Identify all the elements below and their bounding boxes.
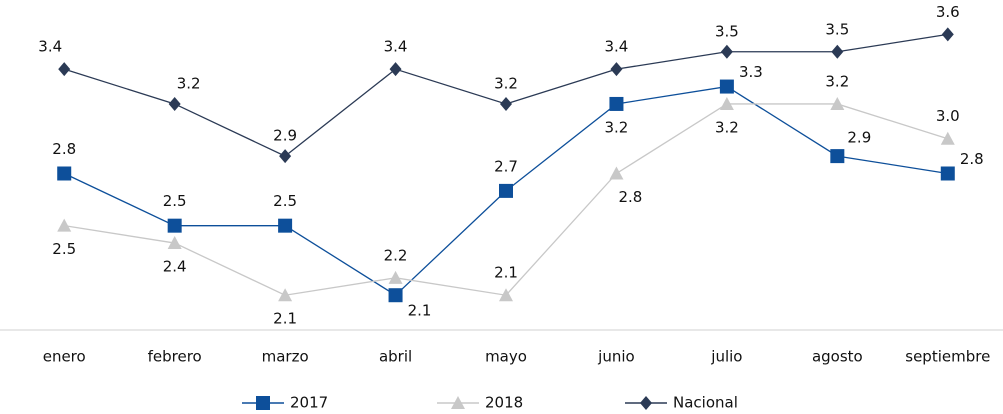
point-marker xyxy=(279,149,292,164)
data-label: 2.2 xyxy=(384,246,408,264)
data-label: 2.9 xyxy=(273,127,297,145)
legend-label: 2018 xyxy=(485,394,523,412)
data-label: 2.8 xyxy=(619,188,643,206)
point-marker xyxy=(831,44,844,59)
point-marker xyxy=(389,62,402,77)
point-marker xyxy=(500,96,512,111)
data-label: 2.1 xyxy=(273,310,297,328)
data-label: 2.5 xyxy=(52,240,76,258)
x-tick-label: junio xyxy=(597,348,635,366)
data-label: 3.5 xyxy=(825,20,849,38)
x-tick-label: febrero xyxy=(148,348,202,366)
data-label: 2.8 xyxy=(52,140,76,158)
data-label: 3.2 xyxy=(825,72,849,90)
point-marker xyxy=(58,62,71,77)
point-marker xyxy=(168,96,181,111)
point-marker xyxy=(610,62,623,77)
series-line xyxy=(64,33,948,157)
data-label: 2.1 xyxy=(408,302,432,320)
data-label: 3.2 xyxy=(177,74,201,92)
data-label: 2.1 xyxy=(494,264,518,282)
data-label: 2.8 xyxy=(960,150,984,168)
x-tick-label: mayo xyxy=(485,348,527,366)
data-label: 2.5 xyxy=(273,192,297,210)
x-tick-label: julio xyxy=(710,348,742,366)
data-label: 2.5 xyxy=(163,192,187,210)
point-marker xyxy=(499,183,513,198)
point-marker xyxy=(719,79,734,94)
legend-marker xyxy=(640,396,652,410)
point-marker xyxy=(167,218,182,233)
data-label: 3.2 xyxy=(605,118,629,136)
point-marker xyxy=(57,166,72,181)
point-marker xyxy=(499,288,513,302)
point-marker xyxy=(940,131,955,145)
data-label: 3.2 xyxy=(715,118,739,136)
data-label: 2.9 xyxy=(847,129,871,147)
point-marker xyxy=(719,96,734,110)
point-marker xyxy=(609,166,624,180)
point-marker xyxy=(278,218,293,233)
point-marker xyxy=(830,149,845,164)
legend-label: 2017 xyxy=(290,394,328,412)
point-marker xyxy=(167,236,182,250)
data-label: 3.3 xyxy=(739,63,763,81)
data-label: 3.4 xyxy=(605,38,629,56)
point-marker xyxy=(941,27,954,42)
legend-label: Nacional xyxy=(673,394,738,412)
point-marker xyxy=(830,96,845,110)
point-marker xyxy=(609,96,624,111)
point-marker xyxy=(940,166,955,181)
legend-marker xyxy=(256,396,270,410)
x-tick-label: abril xyxy=(379,348,412,366)
point-marker xyxy=(720,44,733,59)
x-tick-label: enero xyxy=(43,348,86,366)
x-tick-label: marzo xyxy=(262,348,309,366)
data-label: 3.0 xyxy=(936,107,960,125)
x-tick-label: agosto xyxy=(812,348,863,366)
point-marker xyxy=(388,288,403,303)
data-label: 3.4 xyxy=(38,38,62,56)
point-marker xyxy=(388,270,403,284)
data-label: 3.5 xyxy=(715,22,739,40)
data-label: 2.7 xyxy=(494,157,518,175)
data-label: 3.6 xyxy=(936,3,960,21)
data-label: 3.2 xyxy=(494,74,518,92)
point-marker xyxy=(57,218,72,232)
point-marker xyxy=(278,288,293,302)
data-label: 3.4 xyxy=(384,38,408,56)
data-label: 2.4 xyxy=(163,258,187,276)
legend-marker xyxy=(451,396,465,409)
x-tick-label: septiembre xyxy=(905,348,990,366)
